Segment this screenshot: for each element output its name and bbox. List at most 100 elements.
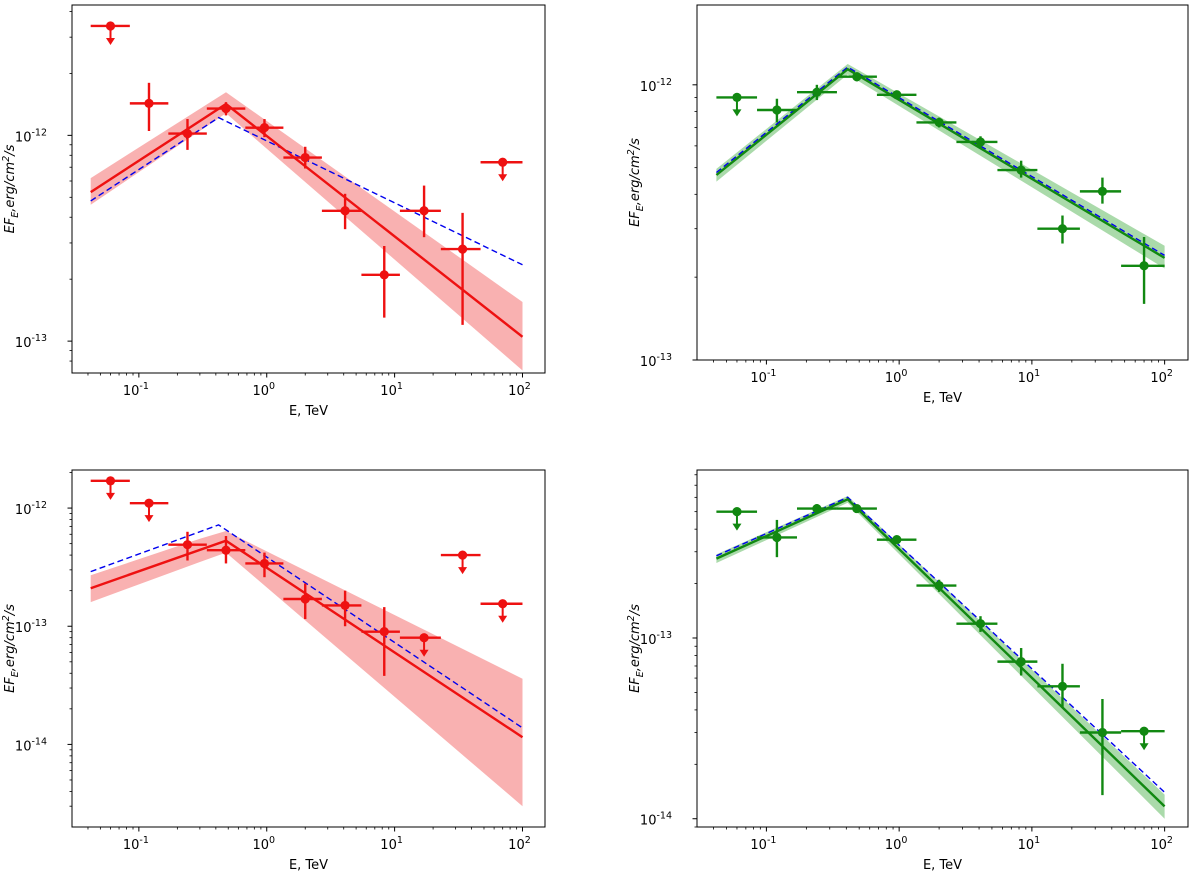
y-tick-label: 10-13 (640, 630, 672, 648)
y-axis-label-part: ,erg/cm (628, 155, 643, 205)
data-marker (379, 627, 389, 637)
data-point (1079, 177, 1122, 204)
data-marker (1139, 261, 1149, 271)
data-point (480, 599, 523, 623)
data-marker (457, 244, 468, 254)
y-tick-label: 10-13 (15, 333, 47, 351)
upper-limit-arrow (498, 174, 508, 182)
x-axis-label: E, TeV (289, 858, 328, 873)
confidence-band (716, 64, 1165, 269)
y-tick-exponent: -12 (656, 77, 672, 88)
data-marker (1057, 681, 1068, 691)
y-axis-label-part: EF (3, 677, 18, 693)
confidence-band (90, 531, 523, 807)
data-point (997, 160, 1038, 178)
data-point (956, 616, 998, 632)
data-marker (498, 157, 508, 167)
x-tick-exponent: 0 (901, 368, 907, 379)
data-marker (182, 128, 193, 139)
data-marker (419, 633, 429, 643)
data-marker (732, 507, 742, 517)
data-point (876, 535, 917, 545)
plot-area (715, 496, 1166, 819)
x-tick-base: 10 (1018, 838, 1035, 853)
y-tick-base: 10 (15, 503, 32, 518)
data-marker (340, 600, 350, 611)
data-marker (1139, 726, 1149, 736)
x-tick-exponent: -1 (767, 368, 776, 379)
plot-frame (71, 469, 546, 828)
y-tick-exponent: -13 (656, 352, 672, 363)
y-axis-label-part: E (635, 671, 646, 677)
y-tick-exponent: -14 (656, 811, 672, 822)
data-point (321, 590, 362, 627)
upper-limit-arrow (105, 37, 115, 45)
y-tick-base: 10 (15, 621, 32, 636)
y-tick-base: 10 (640, 80, 657, 95)
data-marker (892, 90, 902, 100)
data-point (836, 503, 877, 514)
data-point (956, 136, 998, 148)
data-point (168, 119, 207, 150)
data-point (997, 648, 1038, 676)
y-tick-label: 10-13 (15, 618, 47, 636)
x-tick-base: 10 (380, 838, 397, 853)
y-axis-label: EFE,erg/cm2/s (1, 604, 21, 693)
y-axis-label-part: /s (628, 604, 643, 616)
x-tick-base: 10 (508, 838, 525, 853)
x-tick-base: 10 (885, 838, 902, 853)
x-tick-exponent: 1 (1034, 368, 1040, 379)
upper-limit-arrow (498, 615, 508, 623)
data-point (399, 633, 441, 657)
x-tick-exponent: 2 (1167, 835, 1173, 846)
data-marker (300, 594, 310, 604)
x-tick-base: 10 (750, 838, 767, 853)
y-tick-base: 10 (640, 355, 657, 370)
y-tick-base: 10 (640, 814, 657, 829)
x-tick-label: 10-1 (123, 835, 149, 853)
upper-limit-arrow (419, 649, 429, 657)
y-axis-label-part: ,erg/cm (628, 621, 643, 671)
data-point (361, 607, 400, 676)
x-tick-exponent: -1 (767, 835, 776, 846)
data-marker (934, 580, 944, 591)
data-point (757, 98, 797, 123)
y-tick-exponent: -13 (31, 333, 47, 344)
data-marker (105, 476, 116, 486)
y-axis-label: EFE,erg/cm2/s (626, 604, 646, 693)
x-tick-label: 102 (508, 381, 531, 399)
data-point (90, 476, 130, 500)
x-tick-exponent: 0 (269, 381, 275, 392)
x-tick-label: 10-1 (750, 368, 776, 386)
data-point (206, 102, 246, 116)
data-marker (259, 558, 270, 569)
plot-frame (696, 4, 1189, 361)
data-point (1121, 726, 1165, 751)
y-tick-label: 10-13 (640, 352, 672, 370)
data-point (206, 536, 246, 564)
y-tick-exponent: -14 (31, 736, 47, 747)
y-tick-label: 10-12 (640, 77, 672, 95)
data-point (245, 552, 284, 578)
y-axis-label: EFE,erg/cm2/s (626, 138, 646, 227)
x-tick-label: 100 (252, 381, 275, 399)
x-tick-label: 10-1 (750, 835, 776, 853)
data-marker (975, 619, 986, 629)
data-marker (892, 535, 902, 545)
data-point (1037, 215, 1080, 244)
data-point (129, 498, 169, 523)
y-axis-label-part: /s (628, 138, 643, 150)
confidence-band (716, 496, 1165, 819)
x-tick-label: 100 (885, 368, 908, 386)
x-tick-exponent: 1 (397, 381, 403, 392)
data-point (916, 579, 957, 592)
x-tick-label: 100 (885, 835, 908, 853)
data-marker (144, 498, 154, 508)
data-point (283, 146, 322, 169)
data-point (245, 119, 284, 138)
y-axis-label-part: EF (628, 677, 643, 693)
model-fit-line (715, 497, 1166, 808)
x-tick-base: 10 (123, 384, 140, 399)
x-tick-exponent: 2 (525, 381, 531, 392)
